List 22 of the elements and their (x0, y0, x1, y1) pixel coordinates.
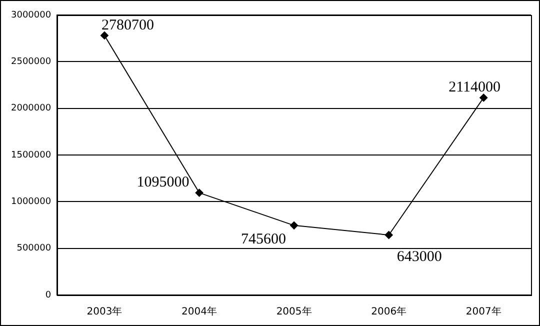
y-tick-label: 1500000 (10, 150, 52, 160)
x-tick-label: 2005年 (276, 306, 312, 318)
point (290, 221, 298, 230)
y-tick-label: 1000000 (10, 197, 52, 208)
data-label: 2114000 (448, 80, 501, 96)
data-label: 745600 (241, 231, 286, 248)
x-tick-label: 2003年 (86, 306, 122, 318)
x-tick-label: 2007年 (466, 306, 502, 318)
x-tick-label: 2006年 (371, 306, 407, 318)
data-label: 643000 (396, 248, 442, 265)
y-tick-label: 500000 (16, 244, 52, 254)
data-label: 2780700 (101, 17, 154, 34)
point (480, 94, 488, 102)
point (384, 230, 393, 239)
point (100, 31, 108, 40)
point (195, 188, 204, 197)
y-tick-label: 0 (45, 290, 52, 300)
y-tick-label: 2000000 (10, 104, 52, 114)
y-tick-label: 3000000 (10, 10, 52, 20)
x-tick-label: 2004年 (182, 306, 217, 318)
data-label: 1095000 (136, 174, 190, 191)
y-tick-label: 2500000 (10, 57, 52, 68)
